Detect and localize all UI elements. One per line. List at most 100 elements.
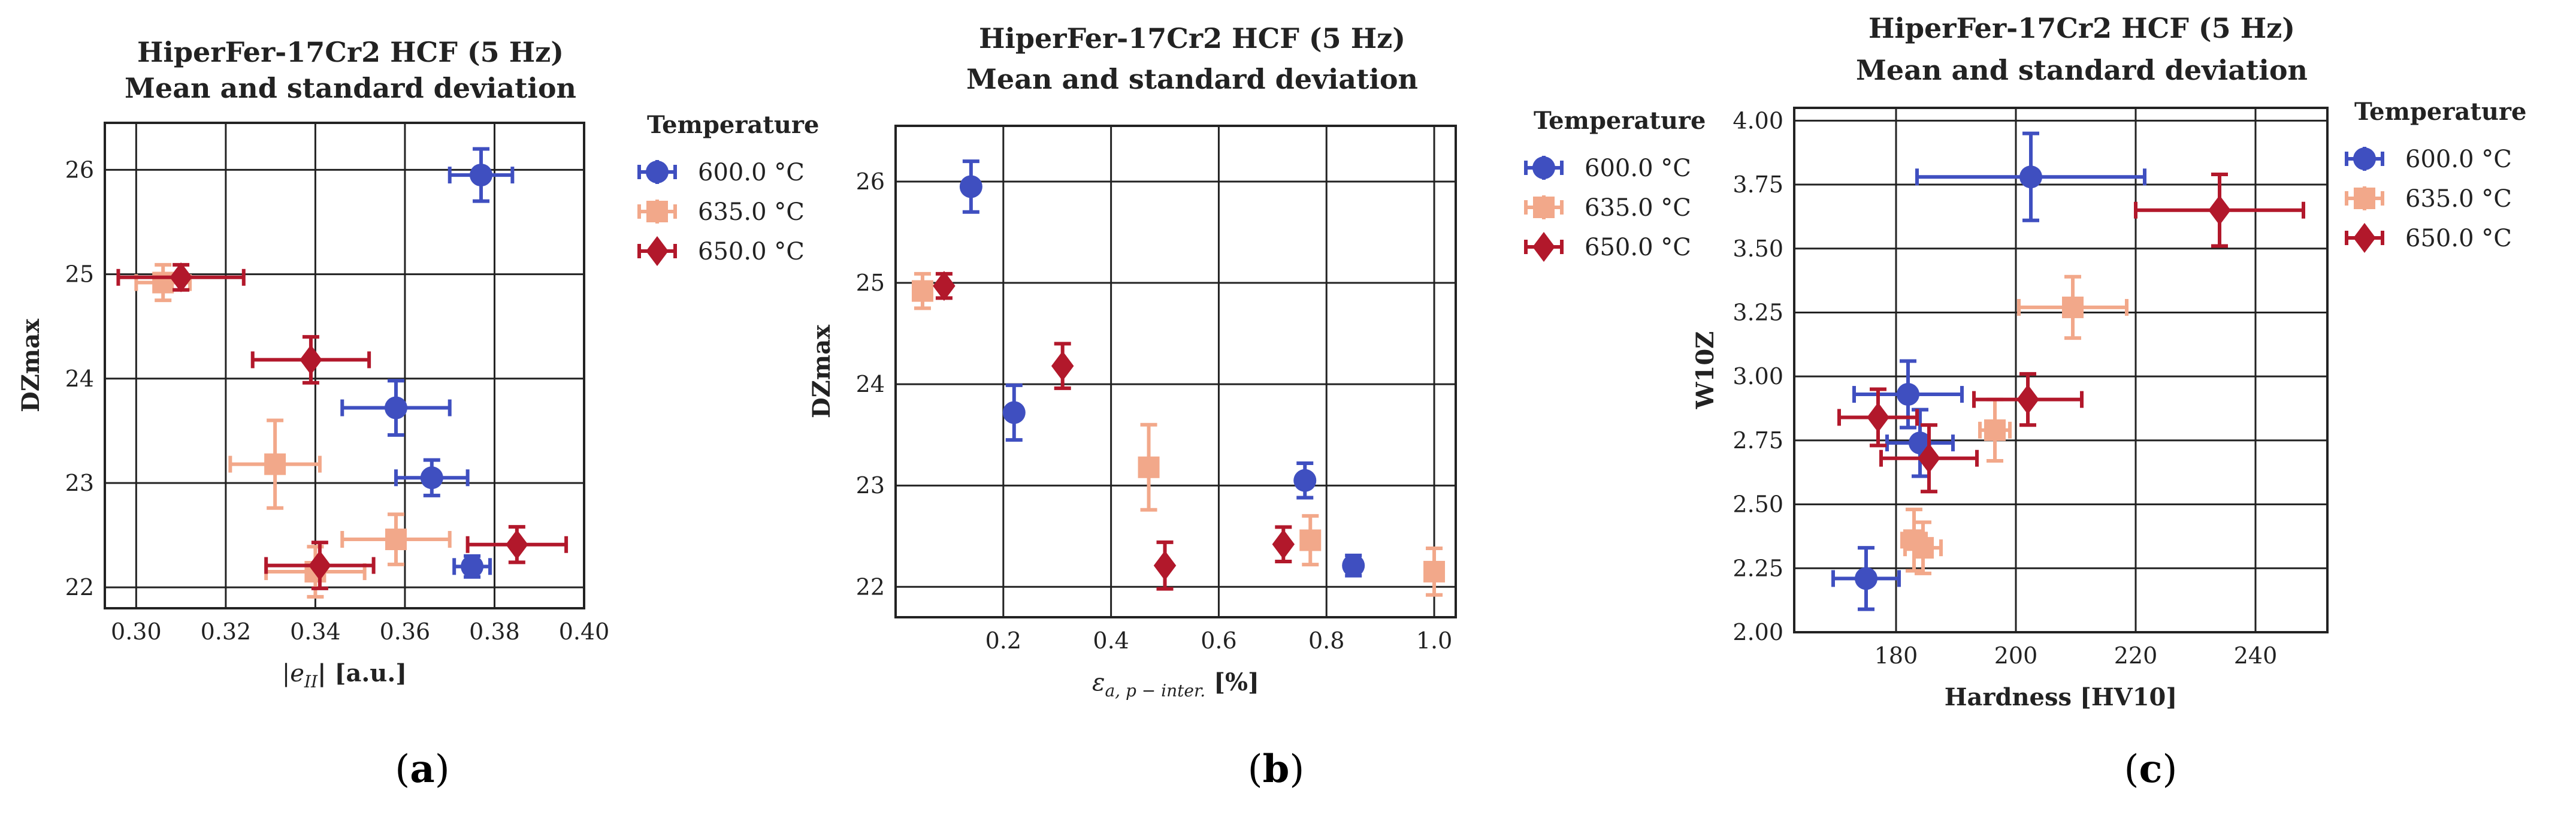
y-tick-label: 26	[856, 168, 885, 195]
legend-marker-635	[646, 201, 668, 222]
legend-entry-650: 650.0 °C	[1585, 234, 1691, 261]
legend: Temperature 600.0 °C 635.0 °C 650.0 °C	[1524, 107, 1706, 262]
x-tick-label: 0.32	[201, 618, 252, 645]
legend-entry-650: 650.0 °C	[698, 238, 805, 265]
point-600-4-marker	[461, 555, 484, 578]
point-600-4-marker	[1342, 554, 1365, 577]
point-600-3-marker	[1293, 469, 1317, 492]
legend-title: Temperature	[1534, 107, 1706, 135]
legend-entry-635: 635.0 °C	[2405, 185, 2512, 213]
series-635	[911, 271, 1446, 597]
y-tick-label: 25	[65, 261, 94, 288]
x-axis-label: εa, p − inter. [%]	[1092, 668, 1259, 701]
legend-entry-635: 635.0 °C	[1585, 194, 1691, 222]
legend: Temperature 600.0 °C 635.0 °C 650.0 °C	[2345, 98, 2526, 253]
point-600-1-marker	[959, 175, 982, 198]
legend-marker-650	[646, 236, 669, 266]
point-600-1-marker	[2019, 165, 2042, 189]
legend-marker-635	[2354, 188, 2375, 209]
chart-panel-c: HiperFer-17Cr2 HCF (5 Hz) Mean and standa…	[1691, 12, 2526, 711]
y-tick-label: 3.00	[1733, 363, 1783, 390]
point-635-4-marker	[1423, 560, 1446, 582]
y-tick-label: 4.00	[1733, 107, 1783, 134]
point-635-3-marker	[385, 529, 407, 551]
point-600-2-marker	[1897, 383, 1919, 406]
chart-title-line1: HiperFer-17Cr2 HCF (5 Hz)	[979, 22, 1405, 55]
y-tick-label: 22	[65, 574, 94, 600]
chart-panel-b: HiperFer-17Cr2 HCF (5 Hz) Mean and standa…	[808, 22, 1706, 701]
x-tick-label: 200	[1994, 642, 2038, 669]
point-635-4-marker	[1903, 529, 1925, 551]
plot-frame	[1793, 107, 2329, 633]
point-600-2-marker	[1002, 401, 1026, 424]
point-600-4-marker	[1855, 567, 1877, 590]
y-tick-label: 24	[856, 371, 885, 397]
series-650	[116, 262, 569, 590]
legend-marker-650	[2353, 223, 2376, 253]
point-650-4-marker	[1153, 550, 1177, 581]
series-635	[134, 262, 452, 599]
legend: Temperature 600.0 °C 635.0 °C 650.0 °C	[637, 111, 819, 266]
x-tick-label: 0.34	[290, 618, 341, 645]
legend-marker-600	[1532, 156, 1555, 179]
legend-entry-650: 650.0 °C	[2405, 225, 2512, 252]
chart-title-line1: HiperFer-17Cr2 HCF (5 Hz)	[1868, 12, 2295, 44]
chart-title-line2: Mean and standard deviation	[966, 63, 1418, 95]
point-650-2-marker	[2016, 384, 2039, 415]
point-635-2-marker	[1984, 419, 2006, 441]
point-635-1-marker	[2062, 296, 2084, 318]
x-tick-label: 180	[1874, 642, 1918, 669]
point-650-3-marker	[506, 529, 528, 560]
y-axis-label: DZmax	[17, 318, 45, 412]
y-tick-label: 2.50	[1733, 491, 1783, 518]
y-tick-label: 3.50	[1733, 236, 1783, 262]
chart-title-line2: Mean and standard deviation	[1856, 54, 2308, 86]
point-635-2-marker	[264, 453, 286, 475]
point-650-1-marker	[170, 262, 192, 292]
x-axis-label: |eII| [a.u.]	[282, 659, 407, 692]
series-600	[340, 147, 515, 579]
series-600	[959, 159, 1365, 578]
point-635-1-marker	[911, 280, 933, 302]
y-tick-label: 3.75	[1733, 171, 1783, 198]
x-tick-label: 240	[2234, 642, 2278, 669]
point-635-3-marker	[1299, 529, 1322, 551]
chart-panel-a: HiperFer-17Cr2 HCF (5 Hz) Mean and standa…	[17, 36, 819, 692]
y-tick-label: 2.25	[1733, 555, 1783, 581]
point-635-2-marker	[1138, 456, 1160, 478]
x-tick-label: 220	[2114, 642, 2158, 669]
point-650-2-marker	[1051, 351, 1074, 381]
legend-title: Temperature	[647, 111, 819, 139]
plot-frame	[894, 125, 1457, 618]
legend-title: Temperature	[2354, 98, 2526, 126]
y-tick-label: 3.25	[1733, 299, 1783, 325]
x-tick-label: 0.36	[380, 618, 431, 645]
x-tick-label: 1.0	[1416, 627, 1452, 654]
legend-marker-635	[1533, 197, 1555, 218]
plot-frame	[104, 122, 585, 609]
point-650-4-marker	[309, 550, 331, 581]
x-tick-label: 0.6	[1201, 627, 1236, 654]
y-tick-label: 23	[856, 472, 885, 499]
legend-marker-600	[2353, 147, 2376, 170]
y-tick-label: 26	[65, 156, 94, 183]
series-650	[933, 271, 1295, 591]
x-tick-label: 0.8	[1308, 627, 1344, 654]
point-650-3-marker	[1867, 402, 1889, 433]
chart-title-line1: HiperFer-17Cr2 HCF (5 Hz)	[137, 36, 564, 68]
y-tick-label: 24	[65, 366, 94, 392]
point-650-1-marker	[933, 271, 956, 301]
legend-entry-635: 635.0 °C	[698, 198, 805, 226]
point-650-1-marker	[2208, 195, 2231, 225]
series-635	[1900, 274, 2128, 575]
x-tick-label: 0.30	[111, 618, 162, 645]
x-tick-label: 0.2	[985, 627, 1021, 654]
x-axis-label: Hardness [HV10]	[1945, 683, 2178, 711]
panel-caption-a: (a)	[395, 747, 449, 792]
point-650-3-marker	[1272, 529, 1295, 560]
point-635-1-marker	[152, 271, 174, 294]
point-650-2-marker	[300, 345, 322, 375]
y-tick-label: 2.75	[1733, 427, 1783, 454]
panel-caption-b: (b)	[1248, 747, 1305, 792]
